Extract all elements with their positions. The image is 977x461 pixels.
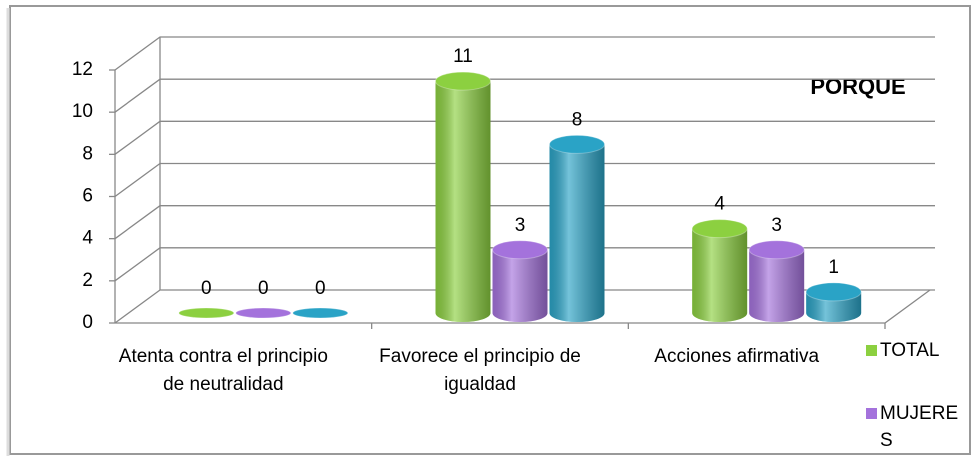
legend-swatch: [866, 408, 877, 419]
y-tick-label: 8: [82, 143, 93, 164]
grid-line: [114, 162, 935, 198]
legend-swatch: [866, 345, 877, 356]
cylinder-top: [805, 282, 862, 302]
y-tick-label: 10: [72, 101, 93, 122]
cylinder-top: [292, 307, 349, 319]
bar: [492, 240, 548, 322]
y-tick-label: 12: [72, 59, 93, 80]
cylinder-shade: [492, 249, 548, 322]
data-label: 8: [572, 109, 583, 130]
grid-line: [114, 36, 935, 71]
cylinder-top: [435, 71, 491, 91]
data-label: 3: [771, 215, 782, 236]
cylinder-shade: [435, 81, 491, 322]
y-tick-label: 4: [82, 228, 93, 249]
data-label: 0: [201, 278, 212, 299]
bar: [549, 134, 605, 322]
x-tick-label: Acciones afirmativa: [654, 346, 820, 367]
cylinder-top: [235, 307, 292, 319]
data-label: 3: [515, 215, 526, 236]
cylinder-shade: [549, 144, 605, 322]
grid-line: [114, 289, 935, 324]
data-label: 0: [258, 278, 269, 299]
x-tick-label: Atenta contra el principio de neutralida…: [118, 346, 328, 395]
grid-line: [114, 205, 935, 240]
x-tick-label: Favorece el principio de igualdad: [379, 346, 581, 395]
cylinder-top: [178, 307, 235, 319]
cylinder-shade: [749, 249, 805, 322]
frame: [9, 5, 971, 455]
cylinder-top: [492, 240, 548, 260]
data-label: 4: [714, 194, 725, 215]
bar: [805, 282, 862, 322]
bar: [235, 307, 292, 319]
bar: [178, 307, 235, 319]
data-label: 11: [453, 46, 473, 67]
data-label: 0: [315, 278, 326, 299]
bar: [748, 240, 805, 322]
legend-label: MUJERES: [880, 403, 959, 451]
cylinder-top: [691, 219, 748, 239]
y-tick-label: 2: [82, 270, 93, 291]
grid-line: [114, 120, 935, 155]
cylinder-top: [748, 240, 805, 260]
bar: [435, 71, 491, 322]
grid-line: [114, 78, 935, 113]
cylinder-top: [549, 134, 605, 154]
cylinder-shade: [692, 228, 748, 322]
y-tick-label: 0: [82, 312, 93, 333]
bar: [292, 307, 349, 319]
bar: [691, 219, 748, 322]
grid-line: [114, 247, 935, 282]
chart-title: PORQUE: [810, 74, 905, 99]
legend-label: TOTAL: [880, 340, 940, 361]
data-label: 1: [828, 257, 839, 278]
y-tick-label: 6: [82, 186, 93, 207]
